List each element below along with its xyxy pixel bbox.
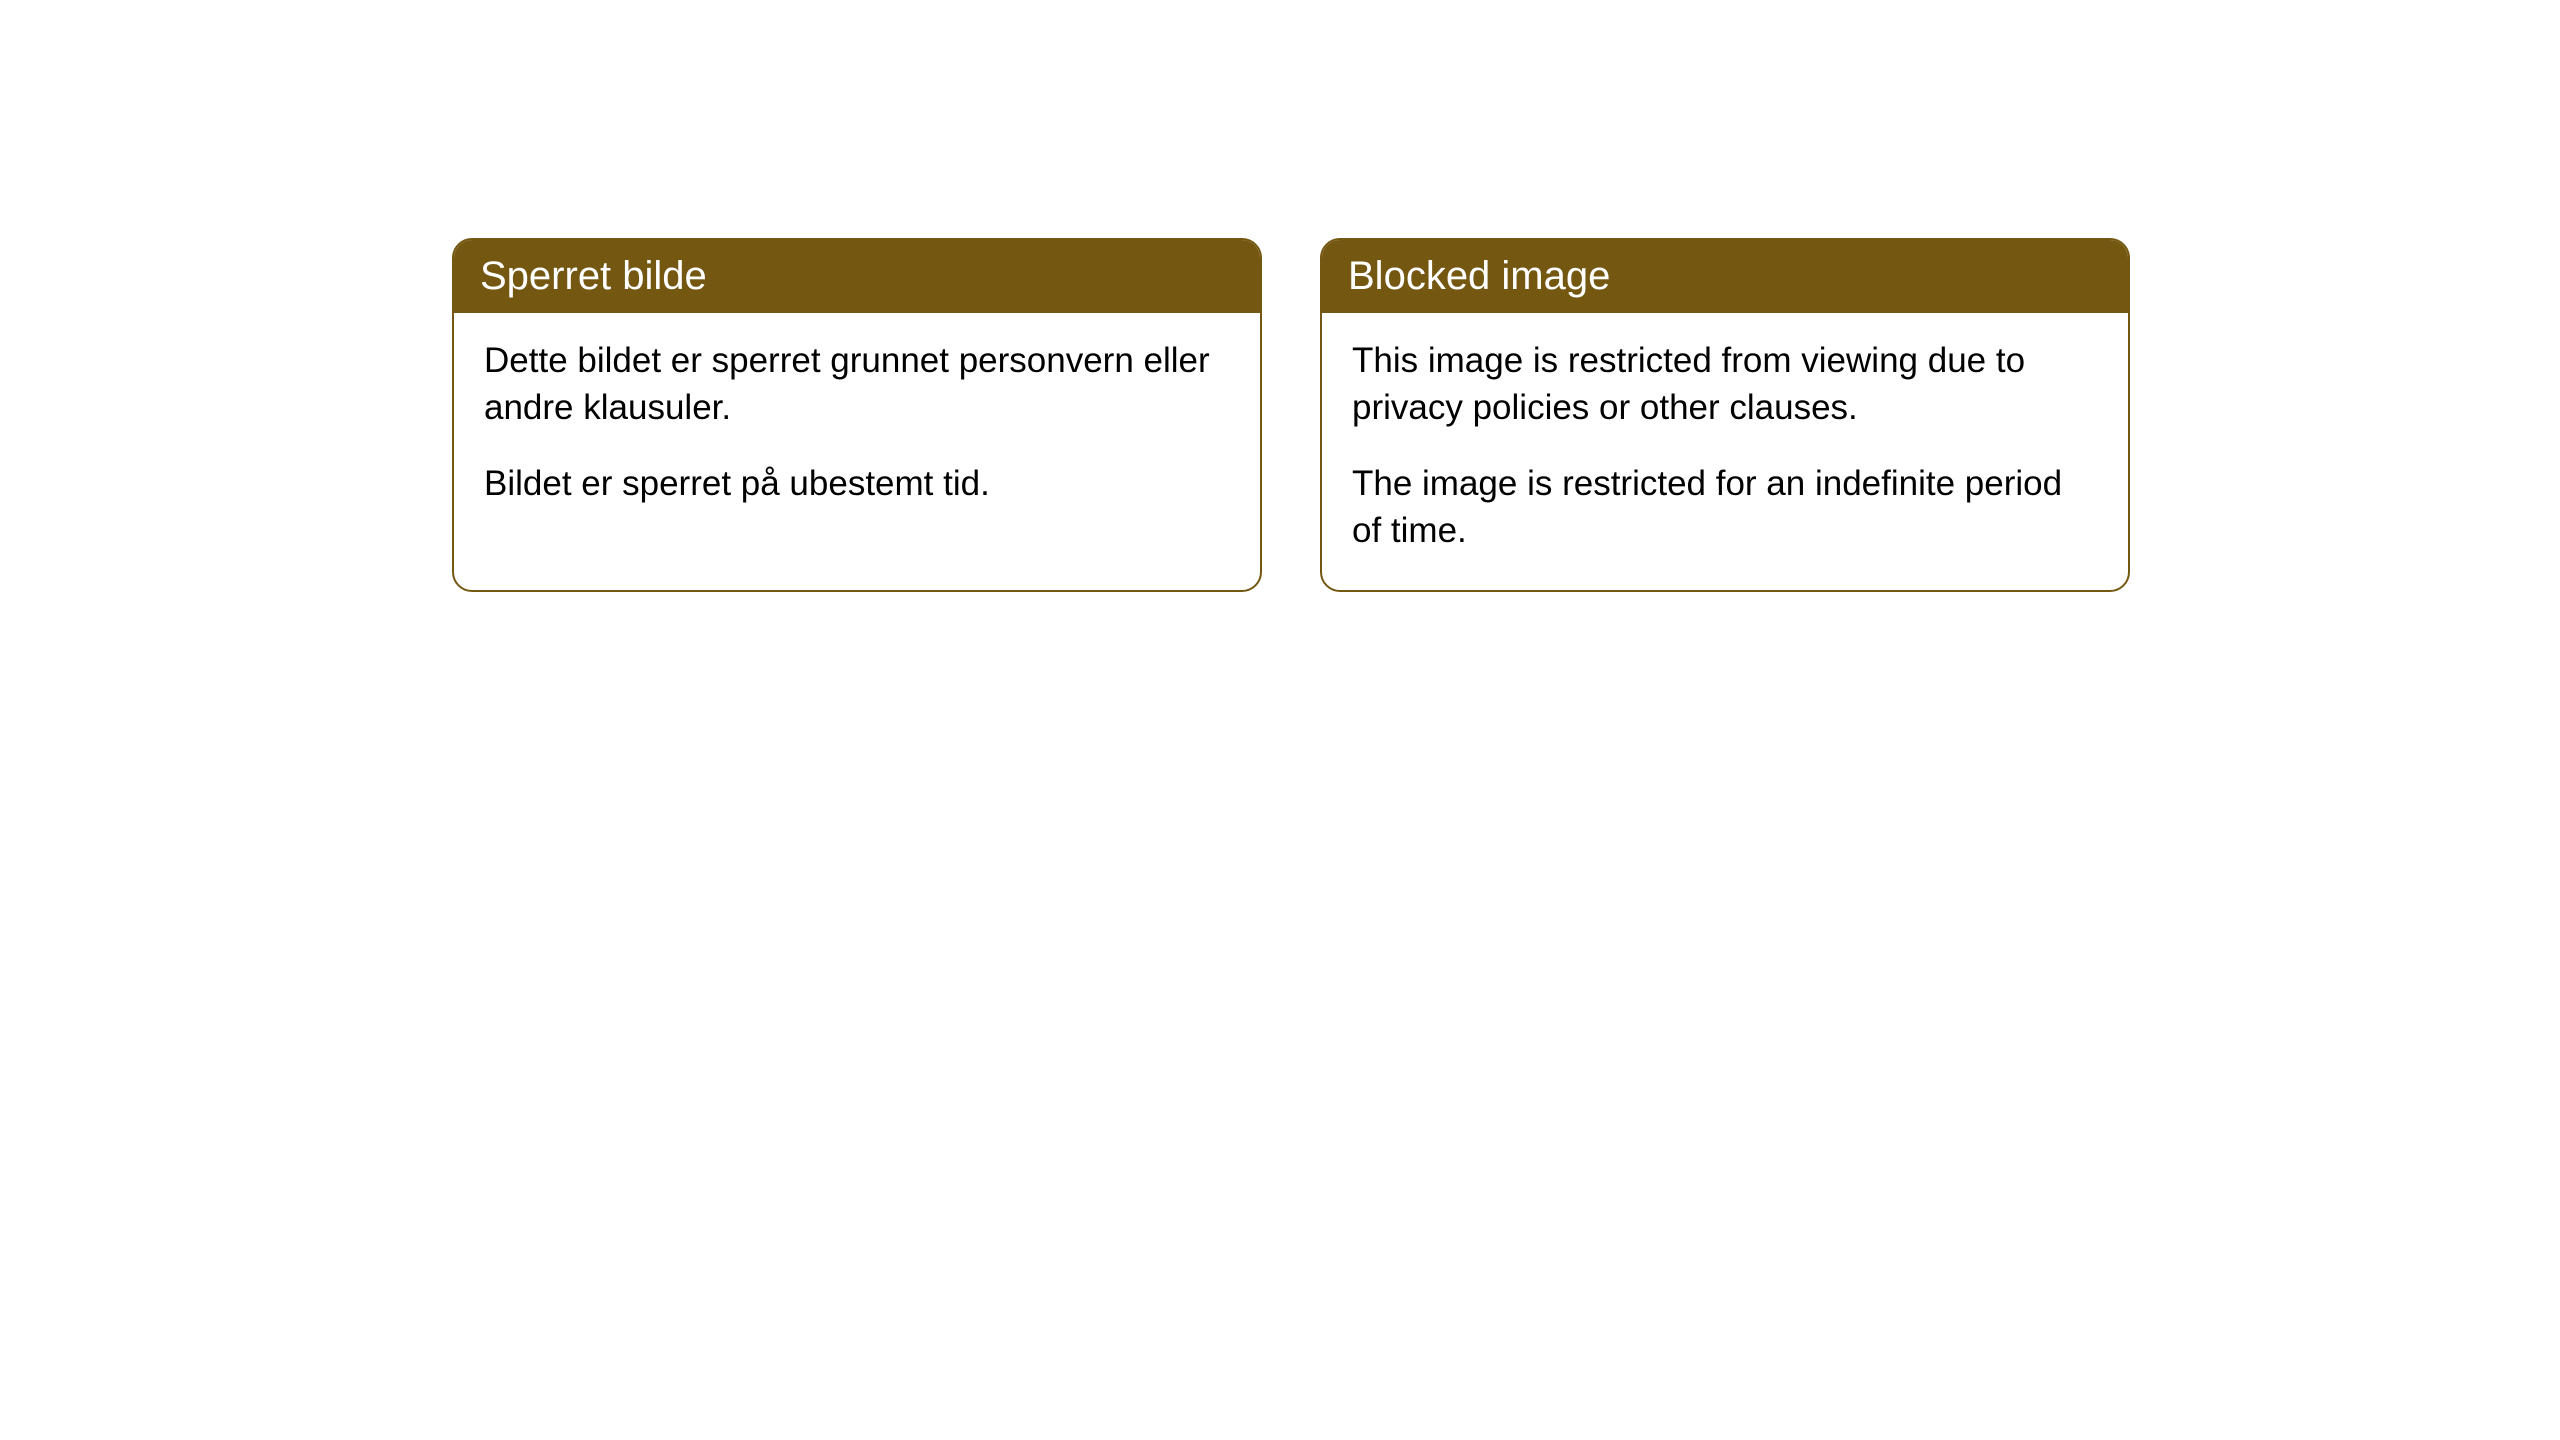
card-title-en: Blocked image	[1348, 254, 1610, 298]
card-body-en: This image is restricted from viewing du…	[1322, 313, 2128, 590]
card-title-no: Sperret bilde	[480, 254, 707, 298]
card-paragraph-no-1: Dette bildet er sperret grunnet personve…	[484, 337, 1230, 432]
card-paragraph-en-2: The image is restricted for an indefinit…	[1352, 460, 2098, 555]
card-paragraph-no-2: Bildet er sperret på ubestemt tid.	[484, 460, 1230, 507]
card-header-en: Blocked image	[1322, 240, 2128, 313]
card-body-no: Dette bildet er sperret grunnet personve…	[454, 313, 1260, 543]
cards-container: Sperret bilde Dette bildet er sperret gr…	[0, 0, 2560, 592]
card-paragraph-en-1: This image is restricted from viewing du…	[1352, 337, 2098, 432]
blocked-image-card-en: Blocked image This image is restricted f…	[1320, 238, 2130, 592]
blocked-image-card-no: Sperret bilde Dette bildet er sperret gr…	[452, 238, 1262, 592]
card-header-no: Sperret bilde	[454, 240, 1260, 313]
